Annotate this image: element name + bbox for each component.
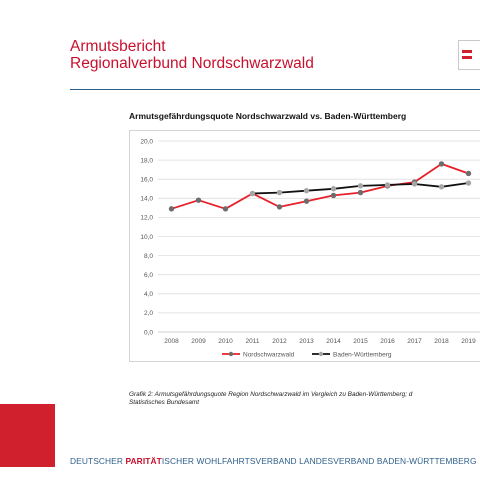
legend-label-baden-w-rttemberg: Baden-Württemberg [333, 351, 392, 358]
data-point-nordschwarzwald [330, 192, 337, 199]
figure-caption: Grafik 2: Armutsgefährdungsquote Region … [129, 391, 412, 406]
legend-label-nordschwarzwald: Nordschwarzwald [243, 351, 295, 358]
chart-title: Armutsgefährdungsquote Nordschwarzwald v… [129, 111, 407, 121]
x-tick-label: 2011 [246, 338, 260, 345]
y-tick-label: 16,0 [140, 177, 153, 184]
y-tick-label: 10,0 [140, 234, 153, 241]
y-tick-label: 0,0 [144, 329, 153, 336]
data-point-nordschwarzwald [276, 204, 283, 210]
x-tick-label: 2009 [191, 338, 206, 345]
x-tick-label: 2010 [218, 338, 233, 345]
y-tick-label: 12,0 [140, 215, 153, 222]
footer-organization: DEUTSCHER PARITÄTISCHER WOHLFAHRTSVERBAN… [70, 456, 477, 466]
data-point-nordschwarzwald [303, 198, 310, 204]
header-divider [70, 89, 480, 90]
footer-text-part3: ISCHER WOHLFAHRTSVERBAND LANDESVERBAND B… [161, 456, 477, 466]
paritaet-logo [458, 40, 480, 70]
data-point-baden-w-rttemberg [411, 181, 418, 187]
data-point-nordschwarzwald [465, 170, 472, 177]
caption-line1: Grafik 2: Armutsgefährdungsquote Region … [129, 391, 413, 398]
x-tick-label: 2012 [272, 338, 287, 345]
y-tick-label: 4,0 [144, 291, 153, 298]
data-point-baden-w-rttemberg [357, 183, 364, 189]
y-tick-label: 8,0 [144, 253, 153, 260]
report-title: Armutsbericht Regionalverbund Nordschwar… [70, 38, 314, 72]
x-tick-label: 2015 [353, 338, 368, 345]
data-point-nordschwarzwald [195, 197, 202, 203]
x-tick-label: 2019 [461, 338, 476, 345]
data-point-baden-w-rttemberg [438, 184, 445, 190]
series-line-nordschwarzwald [171, 163, 469, 210]
line-chart: 0,0 2,0 4,0 6,0 8,0 10,0 12,0 14,0 16,0 18,0 20,0 2… [140, 138, 480, 358]
data-point-baden-w-rttemberg [465, 180, 472, 186]
data-point-baden-w-rttemberg [303, 187, 310, 194]
report-title-line1: Armutsbericht [70, 38, 166, 55]
x-tick-label: 2017 [407, 338, 422, 345]
decorative-red-block [0, 404, 55, 467]
y-tick-label: 6,0 [144, 272, 153, 279]
caption-line2: Statistisches Bundesamt [129, 398, 199, 406]
y-tick-label: 20,0 [140, 138, 153, 145]
footer-text-part1: DEUTSCHER [70, 456, 126, 466]
data-point-baden-w-rttemberg [330, 186, 337, 192]
x-tick-label: 2013 [299, 338, 314, 345]
data-point-baden-w-rttemberg [384, 182, 391, 188]
y-tick-label: 14,0 [140, 196, 153, 203]
data-point-baden-w-rttemberg [249, 190, 256, 197]
y-tick-label: 18,0 [140, 157, 153, 164]
legend-marker-baden-w-rttemberg [318, 351, 324, 357]
x-tick-label: 2008 [164, 338, 179, 345]
data-point-nordschwarzwald [168, 206, 175, 212]
y-tick-label: 2,0 [144, 310, 153, 317]
data-point-nordschwarzwald [357, 189, 364, 196]
x-tick-label: 2018 [434, 338, 449, 345]
data-point-nordschwarzwald [438, 161, 445, 167]
x-tick-label: 2016 [380, 338, 395, 345]
chart-frame: 0,0 2,0 4,0 6,0 8,0 10,0 12,0 14,0 16,0 18,0 20,0 2… [129, 130, 480, 362]
report-title-line2: Regionalverbund Nordschwarzwald [70, 55, 314, 72]
x-tick-label: 2014 [326, 338, 341, 345]
legend-marker-nordschwarzwald [228, 351, 234, 357]
footer-text-bold: PARITÄT [125, 456, 162, 466]
data-point-baden-w-rttemberg [276, 189, 283, 196]
data-point-nordschwarzwald [222, 206, 229, 212]
logo-bar-bottom [462, 56, 472, 59]
logo-bar-top [462, 50, 472, 53]
